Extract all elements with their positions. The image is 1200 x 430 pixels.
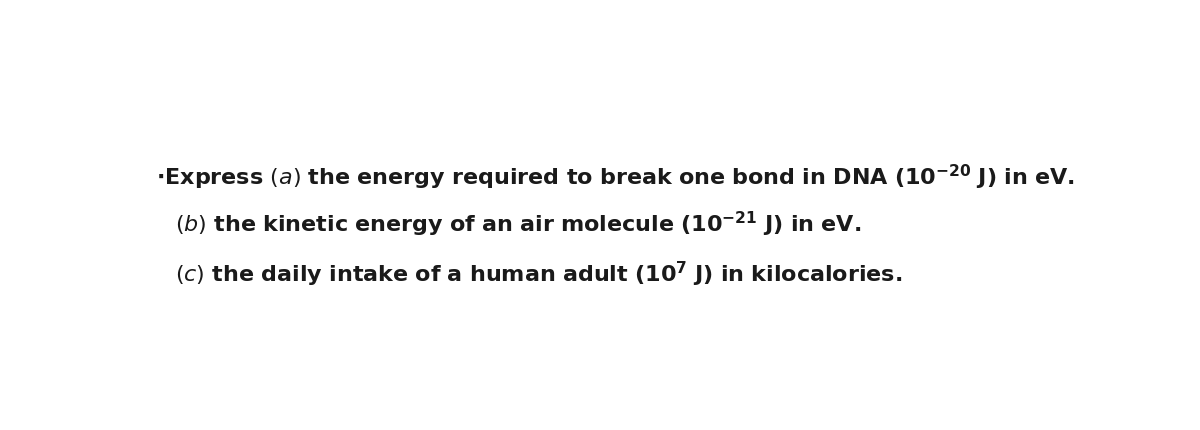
Text: $\mathit{(b)}$$\mathbf{\ the\ kinetic\ energy\ of\ an\ air\ molecule\ (10}$$^{\m: $\mathit{(b)}$$\mathbf{\ the\ kinetic\ e… (175, 209, 862, 238)
Text: $\mathit{(c)}$$\mathbf{\ the\ daily\ intake\ of\ a\ human\ adult\ (10}$$^{\mathb: $\mathit{(c)}$$\mathbf{\ the\ daily\ int… (175, 259, 902, 288)
Text: $\mathbf{\cdot}$$\mathbf{Express\ }$$\mathit{(a)}$$\mathbf{\ the\ energy\ requir: $\mathbf{\cdot}$$\mathbf{Express\ }$$\ma… (156, 163, 1074, 192)
